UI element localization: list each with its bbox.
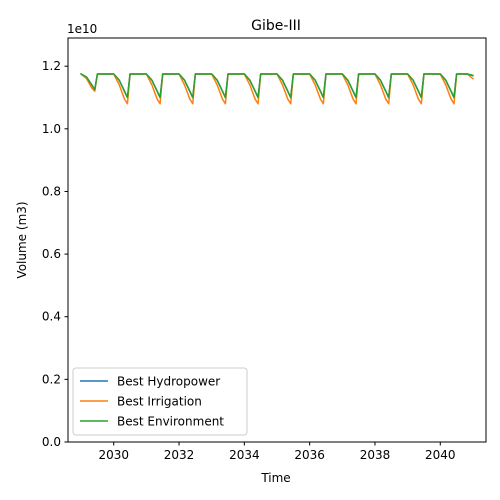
x-axis-ticks: 2030 2032 2034 2036 2038 2040 xyxy=(98,442,456,462)
chart-title: Gibe-III xyxy=(251,18,301,34)
y-tick-label: 0.2 xyxy=(42,372,61,386)
legend-label-2: Best Environment xyxy=(117,415,224,429)
legend-label-1: Best Irrigation xyxy=(117,395,202,409)
x-tick-label: 2038 xyxy=(360,448,391,462)
legend-box xyxy=(72,367,248,436)
y-axis-label: Volume (m3) xyxy=(15,201,29,278)
series-layer xyxy=(80,72,474,105)
legend-label-0: Best Hydropower xyxy=(117,375,220,389)
x-tick-label: 2034 xyxy=(229,448,260,462)
x-tick-label: 2030 xyxy=(98,448,129,462)
x-axis-label: Time xyxy=(260,471,290,485)
y-offset-label: 1e10 xyxy=(67,22,97,36)
y-tick-label: 1.0 xyxy=(42,122,61,136)
plot-frame xyxy=(67,37,487,443)
x-tick-label: 2036 xyxy=(294,448,325,462)
y-tick-label: 0.4 xyxy=(42,310,61,324)
y-tick-label: 1.2 xyxy=(42,59,61,73)
y-axis-ticks: 0.0 0.2 0.4 0.6 0.8 1.0 1.2 xyxy=(42,59,68,449)
y-tick-label: 0.0 xyxy=(42,435,61,449)
y-tick-label: 0.6 xyxy=(42,247,61,261)
x-tick-label: 2032 xyxy=(164,448,195,462)
y-tick-label: 0.8 xyxy=(42,184,61,198)
legend: Best Hydropower Best Irrigation Best Envir… xyxy=(72,367,248,436)
series-line-2 xyxy=(80,72,474,99)
x-tick-label: 2040 xyxy=(425,448,456,462)
